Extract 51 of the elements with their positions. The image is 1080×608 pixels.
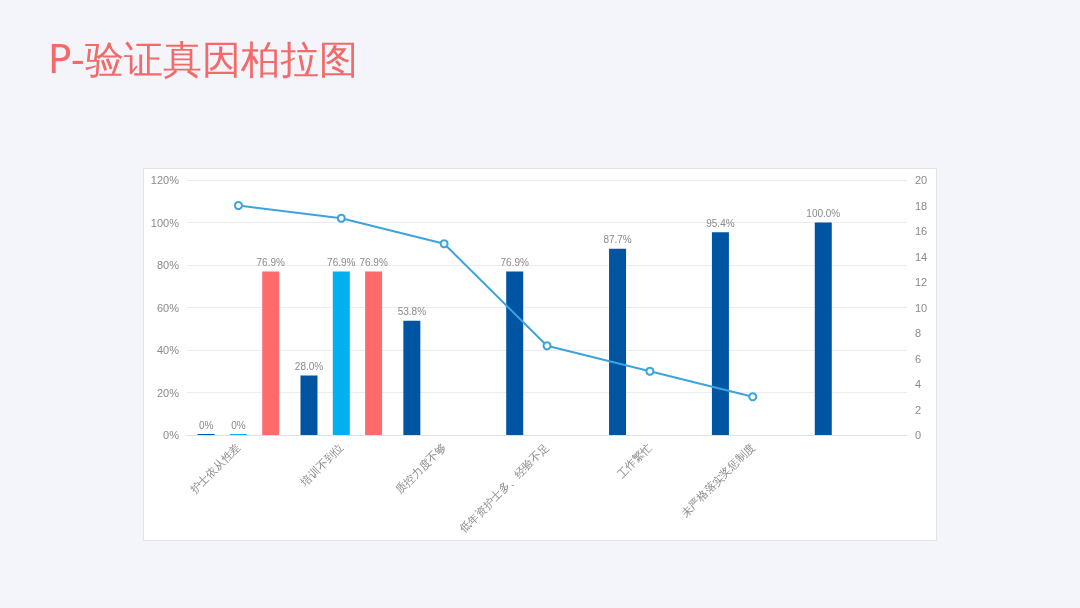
bar (300, 375, 318, 435)
point (233, 201, 243, 210)
point (542, 341, 552, 351)
bar (365, 271, 383, 435)
bar (814, 222, 832, 435)
y2-tick-label: 12 (915, 276, 928, 288)
bar (262, 271, 280, 435)
y-tick-label: 80% (156, 259, 180, 271)
y2-tick-label: 10 (915, 301, 928, 314)
x-tick-label: 质控力度不够 (393, 440, 449, 496)
y2-tick-label: 14 (915, 250, 928, 263)
y2-tick-label: 4 (915, 378, 922, 390)
point (336, 213, 346, 223)
data-label: 76.9% (359, 257, 388, 269)
point (748, 392, 758, 402)
point (645, 366, 655, 376)
chart-title: P-验证真因柏拉图 (48, 36, 358, 84)
bar (506, 271, 524, 435)
y2-tick-label: 8 (915, 327, 922, 339)
y-tick-label: 120% (150, 174, 180, 186)
point (439, 239, 449, 249)
bar (609, 248, 627, 435)
data-label: 95.4% (706, 217, 735, 229)
y2-tick-label: 20 (915, 174, 928, 186)
bar (332, 271, 350, 435)
data-label: 28.0% (294, 361, 324, 372)
y-tick-label: 100% (150, 216, 180, 229)
y2-tick-label: 2 (915, 403, 922, 416)
y2-tick-label: 16 (915, 225, 928, 237)
data-label: 76.9% (327, 257, 356, 269)
y-tick-label: 40% (156, 344, 180, 356)
y-tick-label: 20% (156, 386, 180, 399)
x-tick-label: 未严格落实奖惩制度 (678, 440, 757, 520)
y2-tick-label: 6 (915, 352, 922, 365)
data-label: 53.8% (397, 306, 427, 318)
data-label: 0% (231, 419, 246, 431)
data-label: 100.0% (806, 208, 841, 219)
data-label: 76.9% (256, 257, 286, 269)
y-tick-label: 0% (163, 429, 180, 441)
x-tick-label: 低年资护士多、经验不足 (457, 440, 552, 535)
data-label: 0% (198, 419, 214, 431)
data-label: 87.7% (603, 234, 632, 246)
bar (403, 320, 421, 435)
y2-tick-label: 18 (915, 199, 928, 212)
x-tick-label: 工作繁忙 (614, 440, 655, 481)
x-tick-label: 培训不到位 (297, 440, 346, 489)
x-tick-label: 护士依从性差 (186, 440, 243, 497)
data-label: 76.9% (500, 257, 529, 269)
y2-tick-label: 0 (915, 429, 922, 441)
bar (711, 232, 729, 435)
y-tick-label: 60% (156, 301, 180, 314)
